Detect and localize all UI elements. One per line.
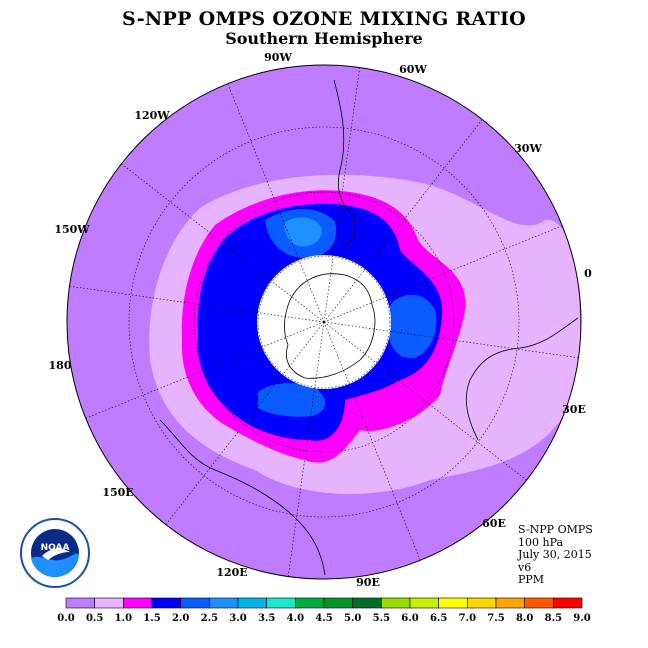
colorbar-tick-label: 4.5	[315, 613, 332, 624]
color-scale-bar: 0.0 0.5 1.0 1.5 2.0 2.5 3.0 3.5 4.0 4.5 5.0 5.5 6.0 6…	[57, 597, 591, 624]
colorbar-tick-label: 2.0	[172, 613, 189, 624]
longitude-label: 90E	[356, 576, 380, 589]
ozone-level-4-region-east	[387, 294, 437, 359]
longitude-label: 30E	[562, 403, 586, 416]
map-border	[66, 64, 582, 580]
longitude-label: 120W	[134, 109, 170, 122]
longitude-label: 60E	[482, 517, 506, 530]
colorbar-swatch	[295, 597, 325, 609]
colorbar-swatch	[266, 597, 296, 609]
meridian-line	[85, 321, 325, 419]
colorbar-swatch	[209, 597, 239, 609]
noaa-logo-text: NOAA	[41, 543, 70, 553]
colorbar-tick-label: 6.5	[430, 613, 447, 624]
longitude-label: 30W	[514, 142, 542, 155]
colorbar-swatch	[94, 597, 124, 609]
colorbar-tick-label: 2.5	[201, 613, 218, 624]
colorbar-swatch	[495, 597, 525, 609]
australia-coastline	[159, 419, 326, 576]
meridian-line	[323, 67, 361, 323]
south-america-coastline	[333, 79, 356, 246]
colorbar-tick-label: 6.0	[401, 613, 418, 624]
colorbar-swatch	[438, 597, 468, 609]
graticule	[69, 67, 579, 577]
colorbar-swatch	[237, 597, 267, 609]
meridian-line	[287, 321, 325, 577]
meridian-line	[323, 321, 527, 481]
longitude-label: 0	[584, 267, 592, 280]
info-instrument: S-NPP OMPS	[518, 523, 593, 536]
meridian-line	[323, 321, 579, 359]
latitude-circle	[257, 255, 391, 389]
meridian-line	[165, 321, 325, 525]
map-title: S-NPP OMPS OZONE MIXING RATIO	[121, 8, 527, 30]
antarctica-coastline	[284, 273, 376, 379]
meridian-line	[121, 163, 325, 323]
colorbar-swatch	[467, 597, 497, 609]
longitude-label: 150W	[54, 223, 90, 236]
longitude-label: 180	[49, 359, 72, 372]
ozone-field	[67, 65, 581, 579]
latitude-circle	[128, 126, 520, 518]
longitude-labels: 90W 60W 30W 0 30E 60E 90E 120E 150E 180 150W 120W	[49, 51, 593, 589]
longitude-label: 60W	[399, 63, 427, 76]
colorbar-swatch	[553, 597, 583, 609]
colorbar-swatch	[381, 597, 411, 609]
colorbar-tick-label: 3.5	[258, 613, 275, 624]
colorbar-tick-label: 7.5	[487, 613, 504, 624]
map-subtitle: Southern Hemisphere	[225, 29, 423, 48]
info-units: PPM	[518, 573, 545, 586]
info-version: v6	[518, 560, 532, 574]
meridian-line	[323, 119, 483, 323]
colorbar-tick-label: 0.0	[57, 613, 74, 624]
info-pressure: 100 hPa	[518, 535, 564, 549]
longitude-label: 120E	[216, 566, 247, 579]
ozone-level-5-region	[284, 217, 322, 247]
colorbar-swatch	[123, 597, 153, 609]
colorbar-tick-label: 1.5	[143, 613, 160, 624]
info-date: July 30, 2015	[518, 548, 592, 561]
colorbar-tick-label: 1.0	[115, 613, 132, 624]
colorbar-swatch	[151, 597, 181, 609]
colorbar-swatch	[409, 597, 439, 609]
longitude-label: 150E	[102, 486, 133, 499]
colorbar-tick-label: 5.0	[344, 613, 361, 624]
meridian-line	[323, 225, 563, 323]
colorbar-swatch	[180, 597, 210, 609]
colorbar-swatch	[352, 597, 382, 609]
colorbar-swatch	[65, 597, 95, 609]
latitude-circle	[193, 191, 455, 453]
meridian-line	[227, 83, 325, 323]
colorbar-tick-label: 9.0	[573, 613, 590, 624]
colorbar-tick-label: 0.5	[86, 613, 103, 624]
longitude-label: 90W	[264, 51, 292, 64]
ozone-level-4-region-south	[258, 383, 326, 417]
colorbar-tick-label: 5.5	[373, 613, 390, 624]
colorbar-tick-label: 3.0	[229, 613, 246, 624]
meridian-line	[69, 285, 325, 323]
colorbar-tick-label: 8.5	[545, 613, 562, 624]
colorbar-swatch	[524, 597, 554, 609]
colorbar-swatch	[323, 597, 353, 609]
colorbar-tick-label: 8.0	[516, 613, 533, 624]
noaa-logo: NOAA	[20, 518, 90, 588]
colorbar-tick-label: 4.0	[287, 613, 304, 624]
meridian-line	[323, 321, 421, 561]
africa-coastline	[465, 317, 579, 441]
map-info-block: S-NPP OMPS 100 hPa July 30, 2015 v6 PPM	[518, 523, 593, 587]
colorbar-tick-label: 7.0	[459, 613, 476, 624]
